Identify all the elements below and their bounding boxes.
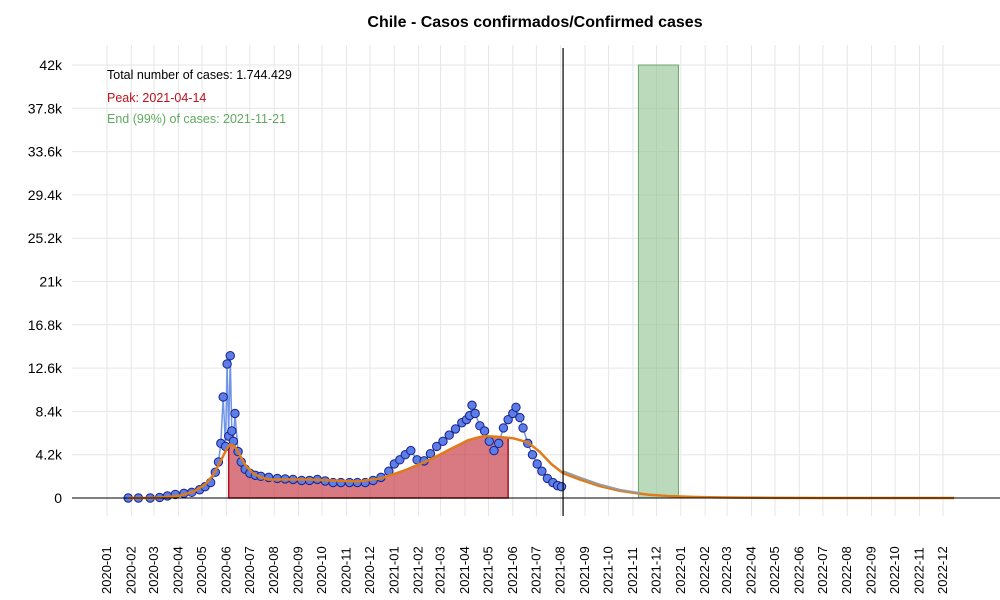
observed-point xyxy=(444,430,454,440)
x-tick-label: 2021-02 xyxy=(411,546,426,594)
observed-point xyxy=(425,448,436,459)
annotation-peak: Peak: 2021-04-14 xyxy=(107,91,207,105)
annotation-total: Total number of cases: 1.744.429 xyxy=(107,68,292,82)
observed-point xyxy=(511,402,521,412)
y-tick-labels: 0 4.2k 8.4k 12.6k 16.8k 21k 25.2k 29.4k 33.6k 37.… xyxy=(28,57,63,506)
observed-point xyxy=(489,445,499,456)
observed-point xyxy=(225,351,235,361)
observed-point xyxy=(479,426,490,436)
x-tick-label: 2020-09 xyxy=(291,546,306,594)
x-tick-label: 2021-11 xyxy=(625,547,640,594)
observed-point xyxy=(227,426,237,436)
x-tick-label: 2021-04 xyxy=(457,546,472,594)
x-tick-label: 2022-04 xyxy=(743,546,758,594)
x-tick-label: 2021-07 xyxy=(528,546,543,594)
y-tick-label: 0 xyxy=(54,490,62,506)
x-tick-label: 2022-09 xyxy=(864,546,879,594)
x-tick-label: 2022-03 xyxy=(719,546,734,594)
x-tick-label: 2020-04 xyxy=(170,546,185,594)
x-tick-label: 2020-01 xyxy=(99,546,114,594)
observed-point xyxy=(498,423,509,433)
peak-area-fill xyxy=(227,435,509,499)
x-tick-label: 2021-10 xyxy=(601,546,616,594)
fit-line xyxy=(128,434,954,500)
y-tick-label: 21k xyxy=(39,274,63,290)
x-tick-label: 2021-01 xyxy=(386,546,401,594)
observed-point xyxy=(527,450,538,460)
peak-area xyxy=(227,435,509,499)
x-tick-label: 2022-01 xyxy=(673,546,688,594)
observed-point xyxy=(450,424,461,434)
observed-point xyxy=(484,436,494,446)
x-tick-label: 2021-08 xyxy=(553,546,568,594)
chart-title: Chile - Casos confirmados/Confirmed case… xyxy=(367,14,703,31)
observed-point xyxy=(431,441,442,452)
observed-point xyxy=(406,445,416,456)
observed-point xyxy=(467,400,477,410)
x-tick-label: 2022-07 xyxy=(815,546,830,594)
x-tick-label: 2022-11 xyxy=(911,547,926,594)
x-tick-label: 2020-12 xyxy=(362,546,377,594)
y-tick-label: 33.6k xyxy=(28,144,63,160)
x-tick-label: 2020-06 xyxy=(218,546,233,594)
observed-point xyxy=(470,408,480,419)
forecast-line xyxy=(562,470,641,495)
observed-point xyxy=(518,423,528,433)
x-tick-label: 2022-08 xyxy=(839,546,854,594)
x-tick-label: 2022-06 xyxy=(791,546,806,594)
x-tick-label: 2021-03 xyxy=(433,546,448,594)
end-band xyxy=(637,64,679,499)
x-tick-label: 2020-10 xyxy=(314,546,329,594)
x-tick-label: 2021-12 xyxy=(648,546,663,594)
x-tick-label: 2022-02 xyxy=(697,546,712,594)
y-tick-label: 16.8k xyxy=(28,317,63,333)
y-tick-label: 4.2k xyxy=(36,447,63,463)
x-tick-label: 2020-07 xyxy=(242,546,257,594)
annotation-end: End (99%) of cases: 2021-11-21 xyxy=(107,112,287,126)
observed-points xyxy=(123,351,567,503)
x-tick-label: 2020-05 xyxy=(194,546,209,594)
x-tick-label: 2021-06 xyxy=(505,546,520,594)
observed-point xyxy=(556,481,567,492)
observed-point xyxy=(494,438,504,449)
x-tick-label: 2020-03 xyxy=(146,546,161,594)
observed-point xyxy=(532,459,542,469)
y-tick-label: 8.4k xyxy=(36,403,63,419)
observed-point xyxy=(503,414,513,425)
x-tick-label: 2022-12 xyxy=(935,546,950,594)
x-tick-label: 2021-05 xyxy=(480,546,495,594)
fit-polyline xyxy=(128,434,954,500)
x-tick-label: 2021-09 xyxy=(577,546,592,594)
y-tick-label: 12.6k xyxy=(28,360,63,376)
observed-point xyxy=(222,359,232,369)
y-tick-label: 25.2k xyxy=(28,230,63,246)
forecast-polyline xyxy=(562,470,641,495)
observed-point xyxy=(537,466,547,476)
x-tick-label: 2022-05 xyxy=(767,546,782,594)
y-tick-label: 29.4k xyxy=(28,187,63,203)
axes xyxy=(72,48,1000,516)
observed-point xyxy=(515,412,525,423)
grid-lines xyxy=(72,45,1000,516)
observed-point xyxy=(438,436,448,446)
end-band-rect xyxy=(637,64,679,499)
x-tick-labels: 2020-01 2020-02 2020-03 2020-04 2020-05 2020-… xyxy=(99,546,950,594)
y-tick-label: 42k xyxy=(39,57,63,73)
y-tick-label: 37.8k xyxy=(28,100,63,116)
x-tick-label: 2022-10 xyxy=(887,546,902,594)
x-tick-label: 2020-11 xyxy=(338,547,353,594)
observed-point xyxy=(218,392,228,402)
observed-point xyxy=(230,408,240,419)
x-tick-label: 2020-02 xyxy=(123,546,138,594)
x-tick-label: 2020-08 xyxy=(266,546,281,594)
